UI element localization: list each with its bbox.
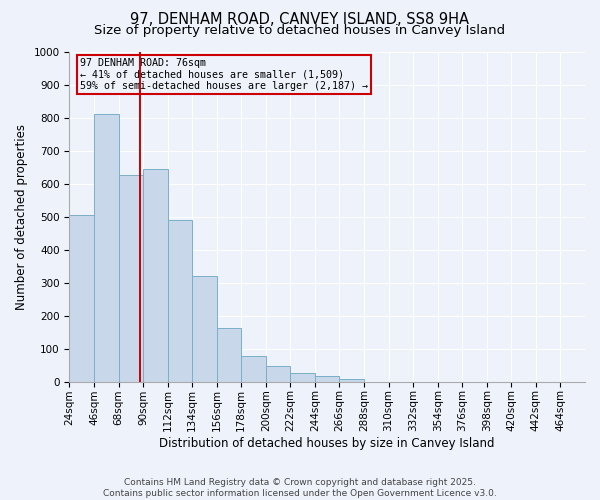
X-axis label: Distribution of detached houses by size in Canvey Island: Distribution of detached houses by size … bbox=[160, 437, 495, 450]
Text: 97, DENHAM ROAD, CANVEY ISLAND, SS8 9HA: 97, DENHAM ROAD, CANVEY ISLAND, SS8 9HA bbox=[131, 12, 470, 28]
Bar bbox=[167, 220, 192, 382]
Text: Contains HM Land Registry data © Crown copyright and database right 2025.
Contai: Contains HM Land Registry data © Crown c… bbox=[103, 478, 497, 498]
Bar bbox=[94, 114, 119, 382]
Bar bbox=[290, 374, 315, 382]
Bar bbox=[119, 174, 143, 382]
Y-axis label: Number of detached properties: Number of detached properties bbox=[15, 124, 28, 310]
Bar bbox=[143, 168, 167, 382]
Text: Size of property relative to detached houses in Canvey Island: Size of property relative to detached ho… bbox=[94, 24, 506, 37]
Bar bbox=[241, 356, 266, 382]
Bar bbox=[315, 376, 340, 382]
Bar bbox=[266, 366, 290, 382]
Bar bbox=[192, 276, 217, 382]
Bar bbox=[217, 328, 241, 382]
Text: 97 DENHAM ROAD: 76sqm
← 41% of detached houses are smaller (1,509)
59% of semi-d: 97 DENHAM ROAD: 76sqm ← 41% of detached … bbox=[80, 58, 368, 92]
Bar bbox=[70, 215, 94, 382]
Bar bbox=[340, 379, 364, 382]
